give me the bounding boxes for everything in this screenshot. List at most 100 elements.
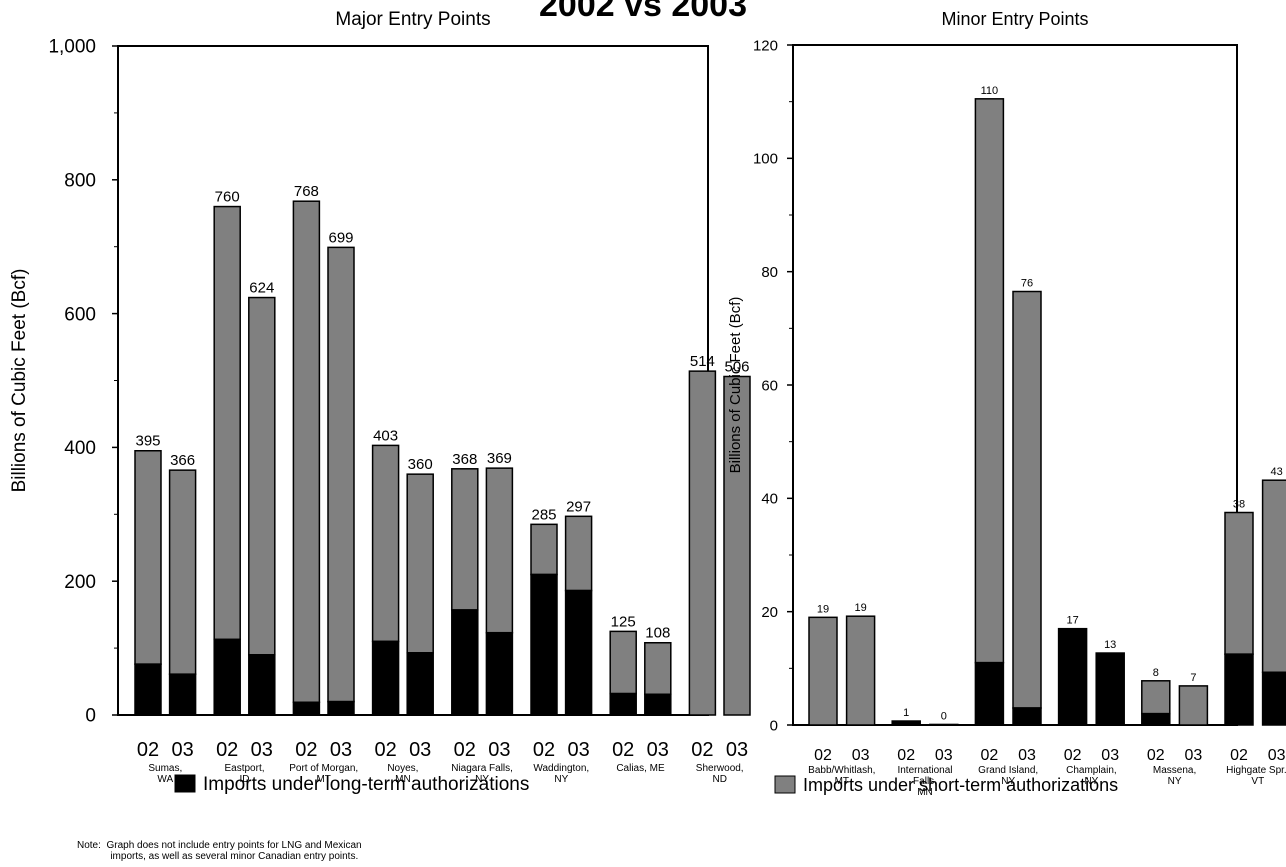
chart1-bar-value-label: 76 [1021, 278, 1033, 290]
chart1-legend-swatch [774, 775, 796, 794]
chart0-title: Major Entry Points [335, 9, 490, 30]
chart1-y-tick-label: 60 [761, 377, 778, 394]
chart1-bar-long-term [1261, 671, 1286, 726]
chart1-bar-short-term [1178, 685, 1209, 726]
chart0-bar-value-label: 768 [294, 183, 319, 200]
chart1-group-label: Grand Island, NY [978, 765, 1038, 787]
chart0-bar-short-term [248, 296, 276, 656]
chart0-bar-long-term [530, 573, 558, 716]
chart0-bar-long-term [327, 700, 355, 716]
chart1-x-tick-label: 02 [814, 747, 832, 764]
chart1-y-tick-label: 120 [753, 37, 778, 54]
chart0-bar-short-term [609, 630, 637, 695]
chart1-bar-value-label: 19 [854, 602, 866, 614]
chart0-bar-short-term [134, 449, 162, 665]
chart0-x-tick-label: 03 [567, 739, 589, 761]
chart0-x-tick-label: 02 [374, 739, 396, 761]
chart0-group-label: Sumas, WA [148, 763, 182, 785]
chart0-x-tick-label: 02 [612, 739, 634, 761]
chart0-bar-short-term [723, 375, 751, 716]
chart0-x-tick-label: 03 [330, 739, 352, 761]
chart0-bar-short-term [327, 246, 355, 703]
chart0-bar-value-label: 403 [373, 427, 398, 444]
chart0-x-tick-label: 02 [295, 739, 317, 761]
chart0-bar-short-term [371, 444, 400, 643]
chart1-group-label: Champlain, NY [1066, 765, 1117, 787]
chart1-bar-short-term [1012, 290, 1042, 709]
chart1-group-label: International Falls, MN [897, 765, 952, 798]
chart0-bar-value-label: 760 [215, 189, 240, 206]
chart1-y-tick-label: 0 [770, 717, 778, 734]
chart0-y-tick-label: 600 [64, 304, 96, 325]
chart0-x-tick-label: 02 [691, 739, 713, 761]
chart0-x-tick-label: 03 [171, 739, 193, 761]
chart1-x-tick-label: 02 [981, 747, 999, 764]
chart0-legend-swatch [174, 774, 196, 793]
chart1-bar-short-term [1224, 511, 1254, 655]
chart0-bar-long-term [213, 638, 241, 716]
chart0-bar-short-term [564, 515, 593, 592]
chart1-x-tick-label: 02 [1147, 747, 1165, 764]
chart0-bar-long-term [168, 673, 197, 716]
chart0-bar-value-label: 125 [611, 613, 636, 630]
chart1-bar-value-label: 110 [981, 85, 999, 97]
chart1-group-label: Babb/Whitlash, MT [808, 765, 875, 787]
chart1-bar-value-label: 1 [903, 707, 909, 719]
chart0-bar-long-term [292, 701, 321, 716]
chart0-x-tick-label: 03 [409, 739, 431, 761]
chart0-bar-short-term [292, 200, 321, 704]
chart0-bar-short-term [451, 468, 479, 611]
chart1-y-axis-label: Billions of Cubic Feet (Bcf) [727, 297, 744, 474]
chart1-bar-long-term [1012, 707, 1042, 726]
chart0-bar-short-term [406, 473, 434, 654]
chart0-bar-value-label: 366 [170, 452, 195, 469]
chart1-legend-label: Imports under short-term authorizations [803, 775, 1118, 795]
chart0-bar-long-term [134, 663, 162, 716]
chart0-bar-long-term [406, 652, 434, 716]
chart1-x-tick-label: 02 [897, 747, 915, 764]
chart0-group-label: Waddington, NY [533, 763, 589, 785]
chart1-bar-short-term [808, 616, 838, 726]
chart0-bar-value-label: 514 [690, 353, 715, 370]
chart0-x-tick-label: 03 [488, 739, 510, 761]
chart1-bar-value-label: 17 [1066, 615, 1078, 627]
chart0-bar-short-term [688, 370, 717, 716]
chart1-y-tick-label: 100 [753, 151, 778, 168]
chart1-y-tick-label: 20 [761, 604, 778, 621]
chart1-bar-long-term [891, 720, 921, 726]
chart0-y-tick-label: 800 [64, 170, 96, 191]
chart1-x-tick-label: 02 [1064, 747, 1082, 764]
chart1-group-label: Massena, NY [1153, 765, 1196, 787]
chart1-bar-value-label: 8 [1153, 667, 1159, 679]
chart1-x-tick-label: 02 [1230, 747, 1248, 764]
chart1-bar-short-term [974, 98, 1005, 664]
chart0-group-label: Calias, ME [616, 763, 665, 774]
chart0-bar-value-label: 368 [452, 451, 477, 468]
chart0-bar-long-term [564, 589, 593, 716]
chart1-bar-value-label: 43 [1270, 466, 1282, 478]
chart0-bar-value-label: 285 [531, 506, 556, 523]
chart1-bar-short-term [845, 615, 876, 726]
chart1-x-tick-label: 03 [935, 747, 953, 764]
chart1-bar-value-label: 13 [1104, 639, 1116, 651]
chart1-bar-long-term [1095, 652, 1125, 726]
chart0-bar-long-term [451, 609, 479, 716]
figure-title: 2002 vs 2003 [539, 0, 747, 22]
chart1-bar-short-term [1141, 680, 1171, 715]
chart1-x-tick-label: 03 [852, 747, 870, 764]
chart1-bar-long-term [1057, 627, 1088, 726]
chart0-bar-long-term [609, 692, 637, 716]
chart0-group-label: Port of Morgan, MT [289, 763, 358, 785]
chart0-x-tick-label: 02 [137, 739, 159, 761]
chart0-y-tick-label: 1,000 [48, 37, 96, 58]
chart0-bar-long-term [248, 654, 276, 716]
chart0-y-tick-label: 200 [64, 572, 96, 593]
chart0-y-tick-label: 400 [64, 438, 96, 459]
chart0-bar-value-label: 360 [408, 456, 433, 473]
chart1-bar-value-label: 19 [817, 603, 829, 615]
chart1-bar-long-term [1141, 712, 1171, 726]
chart1-x-tick-label: 03 [1185, 747, 1203, 764]
chart1-group-label: Highgate Spr., VT [1226, 765, 1286, 787]
